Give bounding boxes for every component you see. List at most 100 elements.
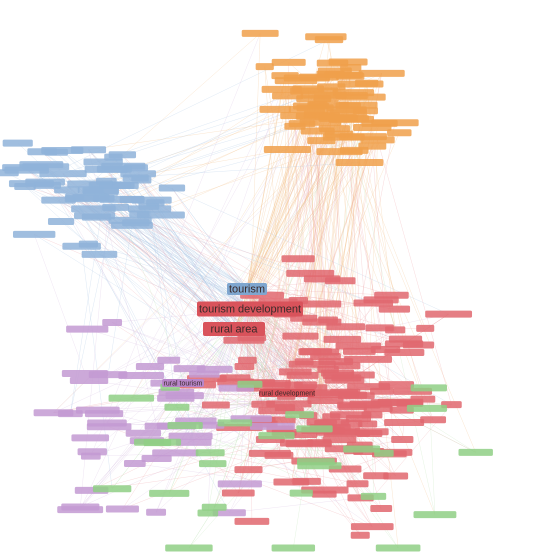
edge: [80, 328, 236, 510]
node-box: [134, 438, 182, 446]
node-box: [86, 423, 132, 431]
node-box: [385, 326, 406, 334]
node-box: [248, 449, 291, 457]
node-box: [384, 419, 425, 427]
node-box: [272, 92, 304, 100]
node-box: [271, 72, 299, 80]
node-box: [285, 440, 332, 448]
node-box: [324, 445, 348, 453]
edge: [326, 97, 476, 453]
edge: [169, 328, 236, 494]
edge: [53, 133, 340, 413]
node-box: [164, 403, 190, 411]
node-box: [80, 452, 101, 460]
node-box: [96, 165, 132, 173]
node-box: [305, 33, 347, 41]
edge: [139, 213, 248, 289]
edge: [138, 173, 449, 315]
node-box: [307, 397, 344, 405]
edge: [246, 287, 392, 296]
node-box: [402, 341, 435, 349]
node-box: [82, 186, 120, 194]
node-box: [201, 503, 227, 511]
node-box: [323, 335, 362, 343]
node-box: [146, 508, 167, 516]
node-box: [273, 478, 310, 486]
node-box: [104, 153, 123, 161]
node-box: [125, 429, 162, 437]
node-box: [289, 489, 313, 497]
edge: [234, 328, 332, 429]
edge: [249, 122, 396, 310]
edge: [103, 198, 312, 388]
node-box: [197, 509, 219, 517]
node-box: [354, 79, 379, 87]
node-box: [322, 372, 354, 380]
node-box: [285, 411, 314, 419]
node-box: [324, 277, 356, 285]
node-label: rural tourism: [164, 380, 203, 387]
edge: [106, 33, 261, 170]
node-box: [263, 146, 311, 154]
edge: [107, 225, 133, 375]
edge: [31, 162, 360, 184]
node-box: [370, 387, 394, 395]
edge: [246, 118, 342, 289]
node-box: [328, 58, 368, 66]
node-box: [271, 58, 306, 66]
node-box: [234, 362, 255, 370]
edge: [249, 308, 259, 383]
node-box: [175, 438, 212, 446]
node-box: [4, 166, 49, 174]
node-box: [335, 91, 368, 99]
node-box: [196, 365, 233, 373]
edge: [171, 187, 248, 289]
node-box: [299, 348, 332, 356]
edge: [88, 149, 326, 424]
node-box: [292, 85, 325, 93]
node-box: [237, 380, 263, 388]
node-box: [25, 178, 65, 186]
node-box: [406, 404, 447, 412]
node-box: [281, 255, 315, 263]
edge: [106, 169, 361, 536]
edge: [176, 137, 344, 393]
edge: [249, 149, 288, 310]
node-box: [318, 316, 338, 324]
node-box: [286, 371, 319, 379]
node-box: [413, 511, 457, 519]
edge: [80, 433, 144, 508]
node-box: [102, 319, 123, 327]
edge: [66, 109, 308, 191]
node-box: [258, 432, 295, 440]
node-box: [361, 119, 398, 127]
edge: [249, 127, 373, 310]
edge: [74, 196, 171, 388]
node-box: [234, 466, 263, 474]
node-box: [167, 422, 203, 430]
node-box: [306, 418, 350, 426]
edge: [121, 116, 316, 200]
node-box: [241, 29, 279, 37]
node-box: [384, 349, 425, 357]
node-box: [62, 242, 101, 250]
node-box: [75, 406, 120, 414]
node-box: [157, 394, 195, 402]
edge: [246, 95, 288, 289]
node-box: [173, 365, 206, 373]
node-box: [282, 332, 319, 340]
node-box: [81, 250, 118, 258]
edge: [377, 139, 452, 405]
node-box: [300, 127, 335, 135]
node-box: [335, 159, 384, 167]
node-box: [363, 472, 389, 480]
node-box: [383, 472, 409, 480]
node-box: [425, 310, 473, 318]
node-box: [122, 219, 150, 227]
node-box: [342, 347, 376, 355]
node-box: [266, 400, 312, 408]
node-box: [301, 486, 349, 494]
node-box: [118, 371, 164, 379]
node-box: [165, 544, 213, 552]
node-box: [297, 300, 342, 308]
